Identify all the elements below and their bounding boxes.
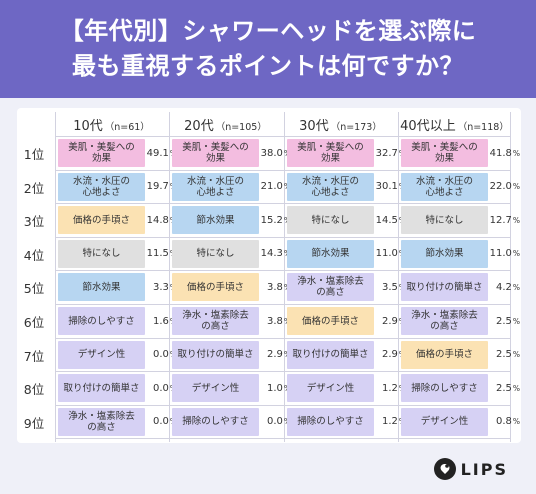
factor-cell: 浄水・塩素除去 の高さ — [287, 273, 374, 302]
rank-label: 5位 — [23, 281, 45, 297]
factor-cell: 美肌・美髪への 効果 — [58, 139, 145, 167]
grid-line-vertical — [510, 112, 511, 442]
age-group-label: 30代 — [299, 119, 329, 134]
factor-cell: 節水効果 — [58, 273, 145, 302]
factor-cell: 掃除のしやすさ — [287, 407, 374, 436]
percentage-value: 11.0% — [489, 248, 520, 260]
percentage-value: 4.2% — [495, 281, 520, 293]
factor-cell: 価格の手頃さ — [58, 206, 145, 235]
factor-cell: 特になし — [401, 206, 488, 235]
factor-cell: 取り付けの簡単さ — [401, 273, 488, 302]
title-banner: 【年代別】シャワーヘッドを選ぶ際に 最も重視するポイントは何ですか？ — [0, 0, 536, 98]
factor-cell: デザイン性 — [58, 340, 145, 369]
factor-cell: 特になし — [172, 239, 259, 268]
factor-cell: 掃除のしやすさ — [172, 407, 259, 436]
grid-line-horizontal — [55, 304, 510, 305]
grid-line-horizontal — [55, 438, 510, 440]
grid-line-horizontal — [55, 270, 510, 272]
factor-cell: 取り付けの簡単さ — [58, 374, 145, 403]
factor-cell: 美肌・美髪への 効果 — [172, 139, 259, 167]
factor-cell: 取り付けの簡単さ — [287, 340, 374, 369]
factor-cell: 節水効果 — [287, 239, 374, 268]
factor-cell: 美肌・美髪への 効果 — [287, 139, 374, 167]
factor-cell: 浄水・塩素除去 の高さ — [58, 407, 145, 436]
age-group-label: 20代 — [184, 119, 214, 134]
title-line-1: 【年代別】シャワーヘッドを選ぶ際に — [59, 17, 477, 45]
factor-cell: 特になし — [58, 239, 145, 268]
factor-cell: 掃除のしやすさ — [58, 307, 145, 335]
factor-cell: 価格の手頃さ — [287, 307, 374, 335]
factor-cell: 浄水・塩素除去 の高さ — [172, 307, 259, 335]
grid-line-vertical — [284, 112, 285, 442]
factor-cell: 価格の手頃さ — [401, 340, 488, 369]
grid-line-horizontal — [55, 236, 510, 238]
percentage-value: 2.5% — [495, 349, 520, 361]
column-header: 40代以上 （n=118） — [398, 115, 511, 135]
grid-line-vertical — [169, 112, 170, 442]
percentage-value: 2.5% — [495, 382, 520, 394]
column-header: 20代 （n=105） — [169, 115, 282, 135]
rank-label: 6位 — [23, 315, 45, 330]
rank-label: 3位 — [23, 214, 45, 230]
rank-label: 8位 — [23, 382, 45, 398]
sample-size-label: （n=118） — [457, 122, 509, 133]
factor-cell: 水流・水圧の 心地よさ — [58, 172, 145, 201]
column-header: 30代 （n=173） — [284, 115, 397, 135]
sample-size-label: （n=173） — [330, 122, 382, 133]
factor-cell: デザイン性 — [287, 374, 374, 403]
factor-cell: 取り付けの簡単さ — [172, 340, 259, 369]
factor-cell: 浄水・塩素除去 の高さ — [401, 307, 488, 335]
age-group-label: 40代以上 — [400, 119, 456, 134]
grid-line-horizontal — [55, 404, 510, 406]
percentage-value: 22.0% — [489, 181, 520, 193]
grid-line-vertical — [398, 112, 399, 442]
factor-cell: 美肌・美髪への 効果 — [401, 139, 488, 167]
rank-label: 7位 — [23, 348, 45, 364]
grid-line-horizontal — [55, 371, 510, 373]
factor-cell: デザイン性 — [401, 407, 488, 436]
title-line-2: 最も重視するポイントは何ですか？ — [72, 52, 464, 80]
factor-cell: 水流・水圧の 心地よさ — [172, 172, 259, 201]
lips-logo-icon — [433, 458, 456, 480]
grid-line-horizontal — [55, 136, 510, 137]
factor-cell: 水流・水圧の 心地よさ — [287, 172, 374, 201]
sample-size-label: （n=105） — [215, 122, 267, 133]
factor-cell: 節水効果 — [401, 239, 488, 268]
percentage-value: 41.8% — [489, 147, 520, 159]
factor-cell: 価格の手頃さ — [172, 273, 259, 302]
grid-line-horizontal — [55, 169, 510, 171]
column-header: 10代 （n=61） — [55, 115, 168, 135]
factor-cell: 特になし — [287, 206, 374, 235]
brand-name: LIPS — [460, 459, 508, 479]
percentage-value: 2.5% — [495, 315, 520, 327]
factor-cell: 掃除のしやすさ — [401, 374, 488, 403]
sample-size-label: （n=61） — [104, 122, 150, 133]
factor-cell: 節水効果 — [172, 206, 259, 235]
grid-line-horizontal — [55, 203, 510, 205]
grid-line-vertical — [55, 112, 56, 442]
percentage-value: 12.7% — [489, 214, 520, 226]
percentage-value: 0.8% — [495, 416, 520, 428]
rank-label: 1位 — [23, 147, 45, 162]
rank-label: 4位 — [23, 247, 45, 263]
grid-line-horizontal — [55, 337, 510, 339]
age-group-label: 10代 — [73, 119, 103, 134]
rank-label: 9位 — [23, 415, 45, 431]
brand-logo: LIPS — [433, 458, 508, 480]
factor-cell: 水流・水圧の 心地よさ — [401, 172, 488, 201]
factor-cell: デザイン性 — [172, 374, 259, 403]
rank-label: 2位 — [23, 180, 45, 196]
